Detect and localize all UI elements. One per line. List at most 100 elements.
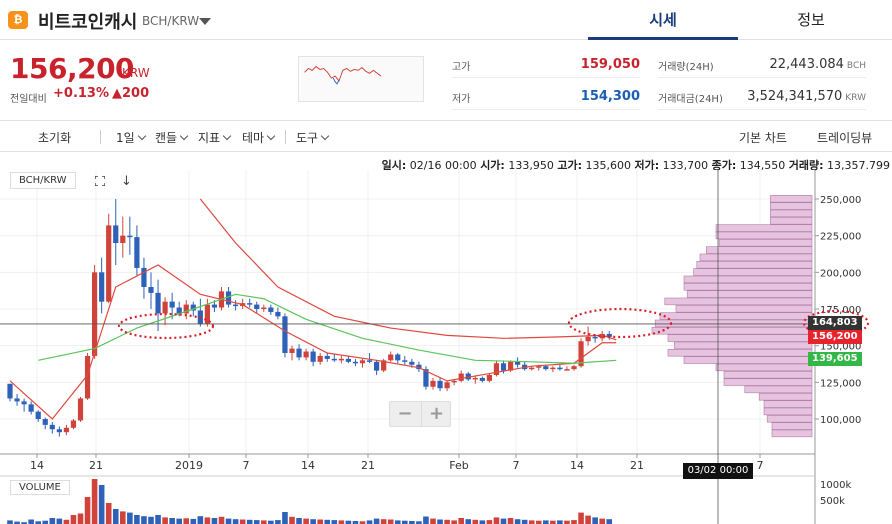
candle-body bbox=[515, 361, 521, 365]
volume-bar bbox=[120, 511, 126, 524]
x-tick-label: 21 bbox=[89, 459, 103, 472]
volume-bar bbox=[317, 519, 323, 524]
candle-body bbox=[564, 369, 570, 371]
moving-average-tag: 139,605 bbox=[808, 352, 862, 366]
candle-body bbox=[359, 360, 366, 364]
volume-profile-bar bbox=[686, 290, 813, 298]
tools-dropdown[interactable]: 도구 bbox=[296, 129, 330, 146]
info-close-label: 종가: bbox=[711, 159, 737, 172]
candle-body bbox=[557, 367, 563, 370]
info-volume-value: 13,357.799 bbox=[827, 159, 890, 172]
volume-bar bbox=[423, 516, 429, 524]
toolbar-divider bbox=[100, 130, 101, 144]
volume-profile-bar bbox=[766, 415, 813, 423]
candle-body bbox=[7, 383, 13, 399]
indicator-dropdown[interactable]: 지표 bbox=[198, 129, 232, 146]
zoom-out-button[interactable]: − bbox=[397, 403, 413, 424]
candle-body bbox=[395, 354, 401, 361]
change-percent: +0.13% bbox=[53, 86, 109, 101]
crosshair-date-label: 03/02 00:00 bbox=[683, 463, 753, 479]
volume-profile-bar bbox=[667, 349, 813, 357]
coin-pair[interactable]: BCH/KRW bbox=[142, 14, 200, 28]
candle-dropdown[interactable]: 캔들 bbox=[155, 129, 189, 146]
volume-bar bbox=[289, 516, 295, 524]
candle-body bbox=[275, 311, 281, 317]
volume-bar bbox=[338, 520, 345, 524]
x-axis: 14 21 2019 7 14 21 Feb 7 14 21 7 bbox=[30, 454, 764, 472]
toolbar-divider bbox=[285, 130, 286, 144]
volume-bar bbox=[380, 519, 387, 524]
volume-bar bbox=[134, 515, 140, 524]
volume-bar bbox=[42, 520, 49, 524]
candle-body bbox=[409, 361, 415, 365]
fullscreen-icon[interactable] bbox=[95, 176, 105, 186]
theme-label: 테마 bbox=[242, 131, 265, 145]
download-icon[interactable]: ↓ bbox=[121, 174, 132, 189]
coin-name[interactable]: 비트코인캐시 bbox=[38, 12, 138, 33]
volume-bar bbox=[253, 520, 260, 524]
price-sparkline bbox=[298, 56, 424, 102]
theme-dropdown[interactable]: 테마 bbox=[242, 129, 276, 146]
volume-bar bbox=[77, 513, 84, 524]
tab-info[interactable]: 정보 bbox=[797, 11, 825, 29]
ohlc-info-bar: 일시: 02/16 00:00 시가: 133,950 고가: 135,600 … bbox=[320, 157, 890, 173]
volume-bar bbox=[204, 517, 211, 524]
price-chart[interactable]: 250,000 225,000 200,000 175,000 150,000 125,0… bbox=[0, 170, 892, 524]
volume-bar bbox=[500, 518, 507, 524]
volume-bar bbox=[592, 517, 598, 524]
reset-button[interactable]: 초기화 bbox=[38, 131, 72, 145]
stat-volume-value: 22,443.084 BCH bbox=[769, 57, 866, 72]
y-tick-label: 225,000 bbox=[820, 232, 861, 243]
info-open-value: 133,950 bbox=[508, 159, 554, 172]
volume-bar bbox=[373, 518, 380, 524]
candle-body bbox=[374, 361, 380, 371]
candle-body bbox=[423, 369, 429, 387]
volume-bar bbox=[176, 518, 182, 524]
volume-bar bbox=[507, 518, 514, 524]
candle-body bbox=[169, 301, 175, 308]
candle-body bbox=[352, 361, 359, 364]
stat-volume-number: 22,443.084 bbox=[769, 57, 844, 72]
bitcoin-cash-icon: ₿ bbox=[8, 11, 28, 29]
sparkline-line-blue bbox=[332, 77, 340, 85]
candle-body bbox=[599, 333, 605, 339]
volume-bar bbox=[303, 518, 309, 524]
volume-profile-bar bbox=[683, 275, 813, 284]
candle-body bbox=[381, 360, 387, 371]
zoom-in-button[interactable]: + bbox=[421, 402, 451, 426]
info-open-label: 시가: bbox=[480, 159, 505, 172]
chevron-down-icon[interactable] bbox=[199, 18, 211, 25]
volume-bar bbox=[98, 485, 105, 524]
volume-bar bbox=[387, 519, 394, 524]
candle-body bbox=[536, 366, 542, 368]
highlight-oval-left bbox=[117, 312, 215, 340]
candle-body bbox=[141, 267, 147, 287]
candle-body bbox=[472, 377, 478, 380]
volume-bar bbox=[282, 512, 288, 524]
tools-label: 도구 bbox=[296, 131, 319, 145]
info-date-label: 일시: bbox=[381, 159, 407, 172]
x-tick-label: 21 bbox=[630, 459, 644, 472]
candle-body bbox=[127, 235, 133, 238]
info-close-value: 134,550 bbox=[739, 159, 786, 172]
volume-bar bbox=[261, 520, 267, 524]
volume-profile-bar bbox=[758, 393, 813, 401]
sparkline-line-red bbox=[304, 65, 382, 82]
stat-high: 고가 159,050 bbox=[452, 52, 640, 78]
ma-fast-line bbox=[9, 264, 617, 420]
volume-bar bbox=[465, 519, 472, 524]
volume-tick-1000k: 1000k bbox=[820, 480, 852, 491]
volume-bar bbox=[211, 518, 218, 524]
y-tick-label: 175,000 bbox=[820, 305, 861, 316]
candle-body bbox=[493, 363, 500, 375]
tab-quote[interactable]: 시세 bbox=[588, 0, 738, 40]
basic-chart-button[interactable]: 기본 차트 bbox=[739, 131, 787, 145]
change-label: 전일대비 bbox=[10, 94, 47, 105]
candle-body bbox=[310, 351, 316, 362]
volume-bar bbox=[535, 520, 542, 524]
tradingview-button[interactable]: 트레이딩뷰 bbox=[817, 131, 873, 145]
interval-dropdown[interactable]: 1일 bbox=[116, 129, 146, 146]
candle-body bbox=[282, 316, 288, 353]
candle-body bbox=[388, 354, 394, 361]
volume-profile-bar bbox=[674, 341, 813, 350]
